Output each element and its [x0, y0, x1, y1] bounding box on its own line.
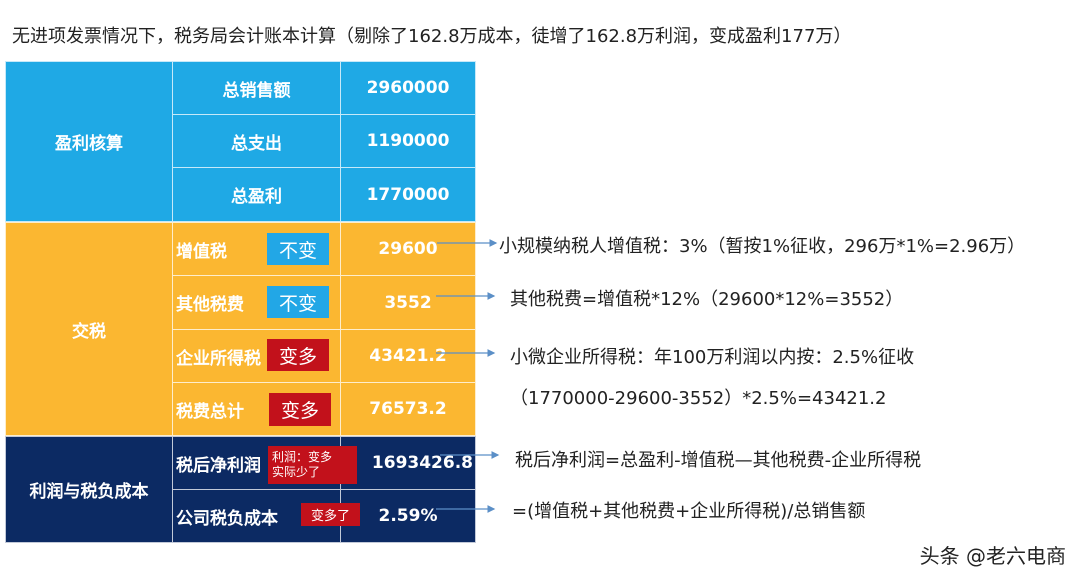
row-value: 1770000 [340, 167, 476, 222]
page-title: 无进项发票情况下，税务局会计账本计算（剔除了162.8万成本，徒增了162.8万… [12, 26, 852, 47]
badge-line: 利润：变多 [272, 450, 333, 464]
status-badge: 不变 [267, 286, 329, 318]
badge-line: 实际少了 [272, 465, 321, 479]
row-label: 总支出 [172, 114, 341, 168]
row-label: 总盈利 [172, 167, 341, 222]
row-value: 1693426.8 [340, 436, 476, 490]
section-tax-label: 交税 [5, 222, 173, 436]
note-income-tax: 小微企业所得税：年100万利润以内按：2.5%征收 [510, 347, 915, 368]
status-badge: 不变 [267, 233, 329, 265]
note-net-profit: 税后净利润=总盈利-增值税—其他税费-企业所得税 [515, 450, 922, 471]
row-value: 29600 [340, 222, 476, 276]
status-badge: 变多 [269, 393, 331, 426]
row-value: 1190000 [340, 114, 476, 168]
note-vat: 小规模纳税人增值税：3%（暂按1%征收，296万*1%=2.96万） [499, 236, 1026, 257]
row-value: 3552 [340, 275, 476, 330]
note-income-tax-calc: （1770000-29600-3552）*2.5%=43421.2 [510, 388, 887, 409]
section-cost-label: 利润与税负成本 [5, 436, 173, 543]
status-badge: 利润：变多 实际少了 [268, 446, 357, 484]
row-value: 2.59% [340, 489, 476, 543]
row-label: 企业所得税 [172, 329, 341, 383]
note-tax-burden: =(增值税+其他税费+企业所得税)/总销售额 [512, 501, 866, 522]
watermark: 头条 @老六电商 [919, 544, 1066, 568]
note-other-tax: 其他税费=增值税*12%（29600*12%=3552） [510, 289, 904, 310]
status-badge: 变多 [267, 339, 329, 371]
status-badge: 变多了 [301, 503, 360, 526]
row-value: 76573.2 [340, 382, 476, 436]
